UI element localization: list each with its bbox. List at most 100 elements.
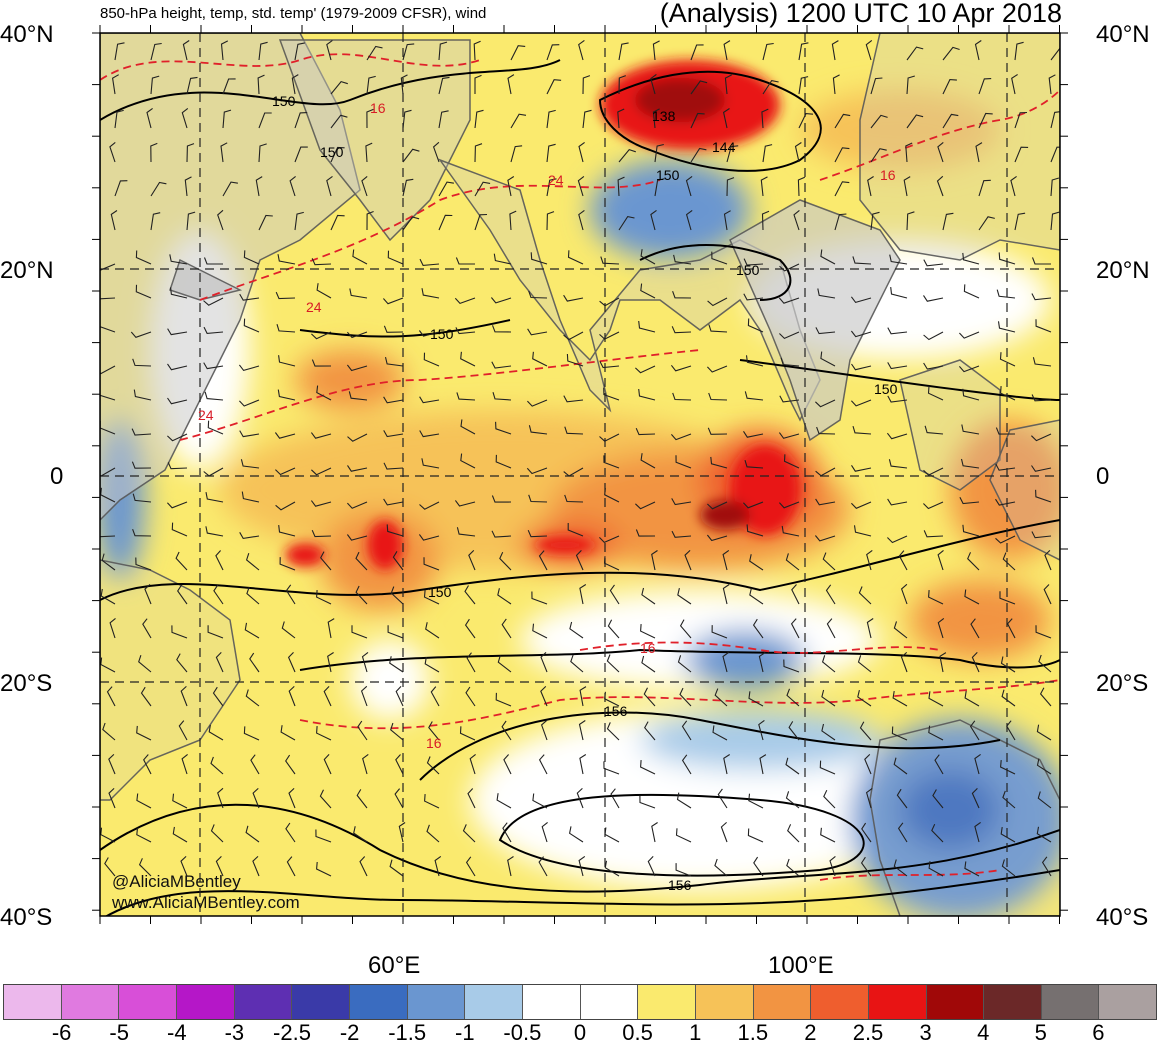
wind-barb bbox=[497, 588, 512, 605]
wind-barb bbox=[903, 176, 911, 197]
wind-barb bbox=[870, 114, 888, 129]
wind-barb bbox=[857, 655, 872, 673]
wind-barb bbox=[527, 399, 548, 407]
wind-barb bbox=[1050, 177, 1060, 197]
wind-barb bbox=[600, 256, 620, 265]
wind-barb bbox=[793, 209, 800, 231]
wind-barb bbox=[496, 793, 512, 809]
wind-barb bbox=[287, 652, 296, 673]
wind-barb bbox=[491, 495, 512, 503]
wind-barb bbox=[578, 39, 585, 61]
wind-barb bbox=[726, 145, 739, 163]
wind-barb bbox=[454, 500, 476, 507]
wind-barb bbox=[355, 585, 368, 605]
wind-barb bbox=[310, 500, 332, 507]
wind-barb bbox=[527, 328, 548, 336]
wind-barb bbox=[150, 212, 161, 231]
wind-barb bbox=[150, 42, 162, 61]
lat-label-40n-left: 40°N bbox=[0, 21, 54, 48]
wind-barb bbox=[132, 529, 152, 537]
wind-barb bbox=[821, 655, 836, 673]
wind-barb bbox=[906, 114, 924, 129]
wind-barb bbox=[710, 456, 728, 469]
wind-barb bbox=[1000, 827, 1016, 843]
wind-barb bbox=[887, 535, 908, 544]
wind-barb bbox=[1038, 654, 1052, 673]
wind-barb bbox=[464, 618, 476, 639]
wind-barb bbox=[323, 686, 332, 707]
wind-barb bbox=[742, 501, 764, 509]
wind-barb bbox=[101, 553, 116, 571]
wind-barb bbox=[978, 179, 991, 197]
wind-barb bbox=[100, 365, 116, 375]
wind-barb bbox=[326, 39, 333, 61]
wind-barb bbox=[323, 754, 332, 775]
temp-label: 16 bbox=[640, 640, 656, 656]
wind-barb bbox=[640, 283, 656, 299]
wind-barb bbox=[816, 426, 836, 435]
wind-barb bbox=[1041, 856, 1052, 877]
wind-barb bbox=[438, 41, 448, 61]
wind-barb bbox=[294, 112, 308, 129]
wind-barb bbox=[346, 364, 368, 372]
wind-barb bbox=[939, 652, 947, 673]
wind-barb bbox=[546, 109, 556, 129]
wind-barb bbox=[563, 395, 584, 403]
wind-barb bbox=[761, 210, 770, 231]
wind-barb bbox=[491, 530, 512, 538]
wind-barb bbox=[114, 180, 128, 197]
wind-barb bbox=[743, 293, 764, 301]
wind-barb bbox=[167, 433, 188, 442]
wind-barb bbox=[362, 753, 369, 775]
wind-barb bbox=[942, 79, 957, 95]
wind-barb bbox=[346, 331, 368, 339]
wind-barb bbox=[387, 250, 404, 265]
wind-barb bbox=[641, 655, 656, 673]
wind-barb bbox=[131, 428, 152, 436]
lon-label-60e: 60°E bbox=[368, 952, 421, 979]
legend-swatch bbox=[1041, 985, 1100, 1019]
wind-barb bbox=[1031, 394, 1052, 402]
wind-barb bbox=[289, 175, 296, 197]
wind-barb bbox=[745, 355, 764, 367]
wind-barb bbox=[276, 324, 296, 333]
wind-barb bbox=[744, 391, 764, 401]
wind-barb bbox=[1036, 724, 1052, 741]
wind-barb bbox=[459, 726, 476, 741]
wind-barb bbox=[638, 388, 656, 401]
wind-barb bbox=[959, 496, 980, 505]
wind-barb bbox=[167, 397, 188, 405]
wind-barb bbox=[383, 462, 404, 470]
wind-barb bbox=[651, 550, 658, 571]
wind-barb bbox=[860, 856, 872, 877]
wind-barb bbox=[136, 793, 152, 809]
wind-barb bbox=[747, 828, 764, 843]
wind-barb bbox=[749, 554, 764, 571]
wind-barb bbox=[136, 827, 152, 843]
map-grid bbox=[100, 33, 1060, 916]
wind-barb bbox=[566, 353, 584, 367]
wind-barb bbox=[110, 210, 118, 231]
wind-barb bbox=[867, 176, 874, 197]
wind-barb bbox=[900, 583, 908, 605]
height-label: 150 bbox=[656, 167, 680, 183]
wind-barb bbox=[527, 529, 548, 538]
wind-barb bbox=[964, 589, 980, 605]
wind-barb bbox=[245, 553, 260, 571]
wind-barb bbox=[361, 175, 368, 197]
legend-swatch bbox=[753, 985, 812, 1019]
wind-barb bbox=[1001, 859, 1016, 877]
wind-barb bbox=[677, 587, 692, 605]
wind-barb bbox=[389, 859, 404, 877]
wind-barb bbox=[311, 331, 332, 340]
wind-barb bbox=[252, 787, 260, 809]
temperature-contours bbox=[100, 53, 1060, 881]
wind-barb bbox=[510, 45, 526, 61]
wind-barb bbox=[207, 625, 224, 639]
wind-barb bbox=[618, 75, 626, 95]
wind-barb bbox=[454, 297, 476, 305]
wind-barb bbox=[743, 431, 764, 438]
wind-barb bbox=[100, 297, 116, 300]
wind-barb bbox=[853, 525, 872, 537]
wind-barb bbox=[762, 79, 779, 95]
